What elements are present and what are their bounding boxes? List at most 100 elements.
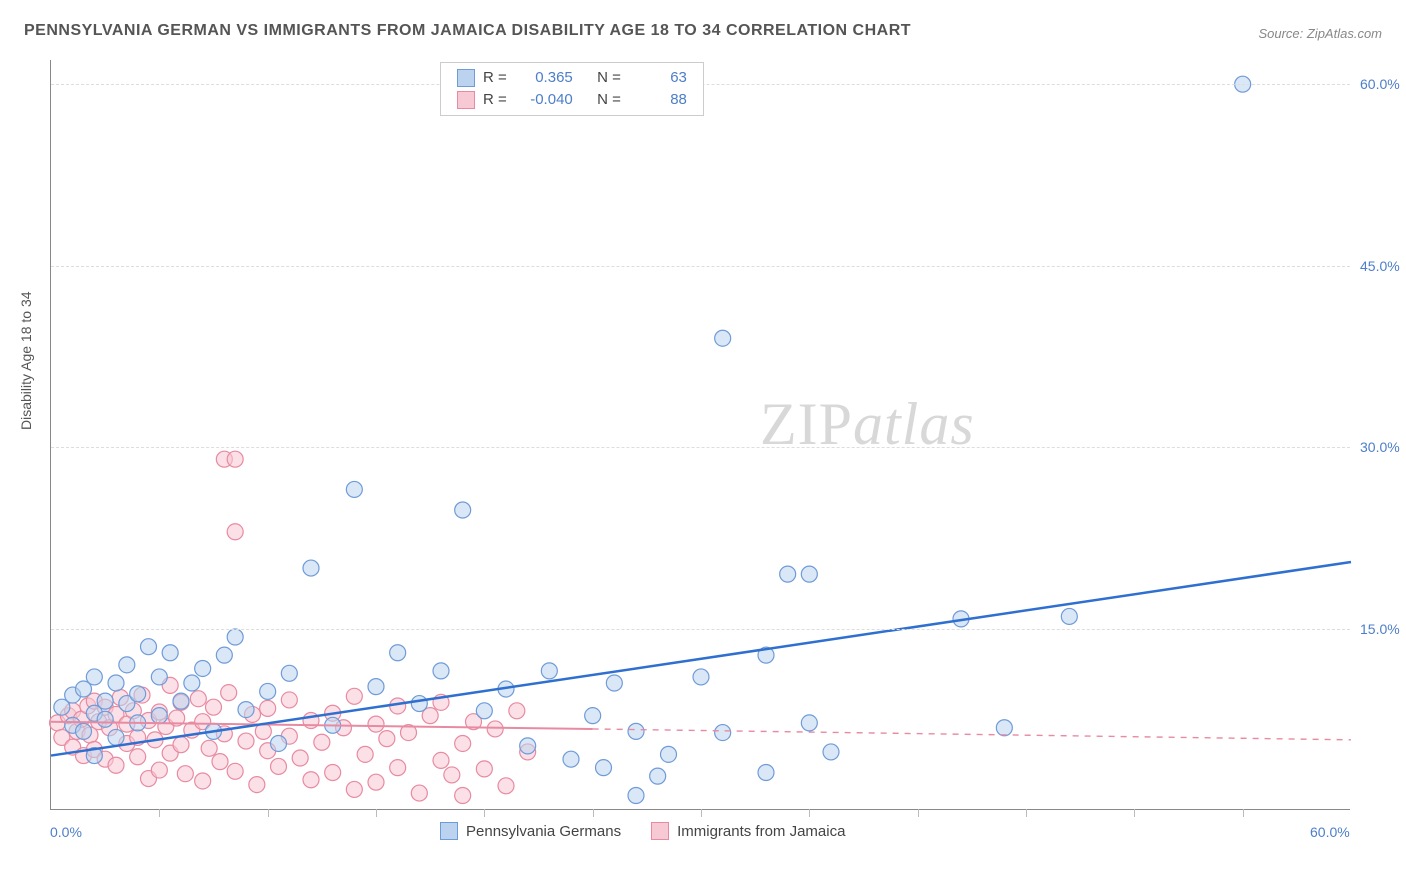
data-point (455, 787, 471, 803)
data-point (357, 746, 373, 762)
data-point (563, 751, 579, 767)
data-point (173, 693, 189, 709)
data-point (693, 669, 709, 685)
data-point (292, 750, 308, 766)
legend-n-value: 63 (629, 67, 687, 89)
data-point (108, 729, 124, 745)
x-tick (159, 809, 160, 817)
data-point (206, 699, 222, 715)
data-point (715, 725, 731, 741)
data-point (628, 787, 644, 803)
data-point (108, 757, 124, 773)
data-point (541, 663, 557, 679)
data-point (628, 723, 644, 739)
data-point (201, 740, 217, 756)
legend-correlation: R = 0.365 N = 63 R = -0.040 N = 88 (440, 62, 704, 116)
data-point (390, 760, 406, 776)
trend-line (51, 562, 1351, 756)
data-point (260, 700, 276, 716)
data-point (151, 708, 167, 724)
data-point (487, 721, 503, 737)
x-tick (1026, 809, 1027, 817)
data-point (271, 758, 287, 774)
data-point (271, 735, 287, 751)
data-point (379, 731, 395, 747)
plot-area (50, 60, 1350, 810)
data-point (325, 765, 341, 781)
legend-r-label: R = (483, 67, 507, 89)
chart-title: PENNSYLVANIA GERMAN VS IMMIGRANTS FROM J… (24, 22, 911, 40)
data-point (801, 566, 817, 582)
x-tick (268, 809, 269, 817)
data-point (227, 451, 243, 467)
source-label: Source: ZipAtlas.com (1258, 26, 1382, 41)
legend-item-label: Pennsylvania Germans (466, 823, 621, 840)
data-point (606, 675, 622, 691)
legend-swatch (457, 69, 475, 87)
data-point (585, 708, 601, 724)
data-point (281, 692, 297, 708)
legend-row: R = -0.040 N = 88 (457, 89, 687, 111)
data-point (221, 685, 237, 701)
data-point (76, 723, 92, 739)
data-point (238, 702, 254, 718)
data-point (498, 778, 514, 794)
data-point (227, 524, 243, 540)
gridline (51, 447, 1350, 448)
data-point (212, 754, 228, 770)
y-tick-label: 15.0% (1360, 621, 1400, 637)
data-point (596, 760, 612, 776)
data-point (801, 715, 817, 731)
data-point (303, 560, 319, 576)
y-axis-label: Disability Age 18 to 34 (18, 291, 34, 430)
data-point (509, 703, 525, 719)
data-point (227, 629, 243, 645)
data-point (650, 768, 666, 784)
data-point (661, 746, 677, 762)
data-point (190, 691, 206, 707)
data-point (151, 669, 167, 685)
data-point (476, 761, 492, 777)
x-tick (809, 809, 810, 817)
y-tick-label: 45.0% (1360, 258, 1400, 274)
x-tick (1243, 809, 1244, 817)
data-point (996, 720, 1012, 736)
data-point (260, 683, 276, 699)
legend-swatch (651, 822, 669, 840)
data-point (368, 774, 384, 790)
legend-swatch (440, 822, 458, 840)
trend-line (593, 729, 1351, 740)
x-tick (1134, 809, 1135, 817)
data-point (281, 665, 297, 681)
data-point (346, 781, 362, 797)
data-point (368, 716, 384, 732)
data-point (455, 735, 471, 751)
legend-n-label: N = (597, 89, 621, 111)
data-point (86, 669, 102, 685)
y-tick-label: 60.0% (1360, 76, 1400, 92)
legend-n-label: N = (597, 67, 621, 89)
y-tick-label: 30.0% (1360, 439, 1400, 455)
data-point (520, 738, 536, 754)
legend-item: Immigrants from Jamaica (651, 822, 845, 840)
data-point (433, 663, 449, 679)
data-point (130, 686, 146, 702)
legend-r-value: -0.040 (515, 89, 573, 111)
data-point (195, 773, 211, 789)
data-point (249, 777, 265, 793)
data-point (390, 645, 406, 661)
data-point (141, 639, 157, 655)
data-point (1061, 608, 1077, 624)
data-point (119, 657, 135, 673)
data-point (314, 734, 330, 750)
x-tick-label: 60.0% (1310, 824, 1350, 840)
legend-n-value: 88 (629, 89, 687, 111)
data-point (97, 693, 113, 709)
x-tick-label: 0.0% (50, 824, 82, 840)
legend-item: Pennsylvania Germans (440, 822, 621, 840)
data-point (227, 763, 243, 779)
data-point (184, 675, 200, 691)
data-point (238, 733, 254, 749)
data-point (130, 749, 146, 765)
x-tick (701, 809, 702, 817)
